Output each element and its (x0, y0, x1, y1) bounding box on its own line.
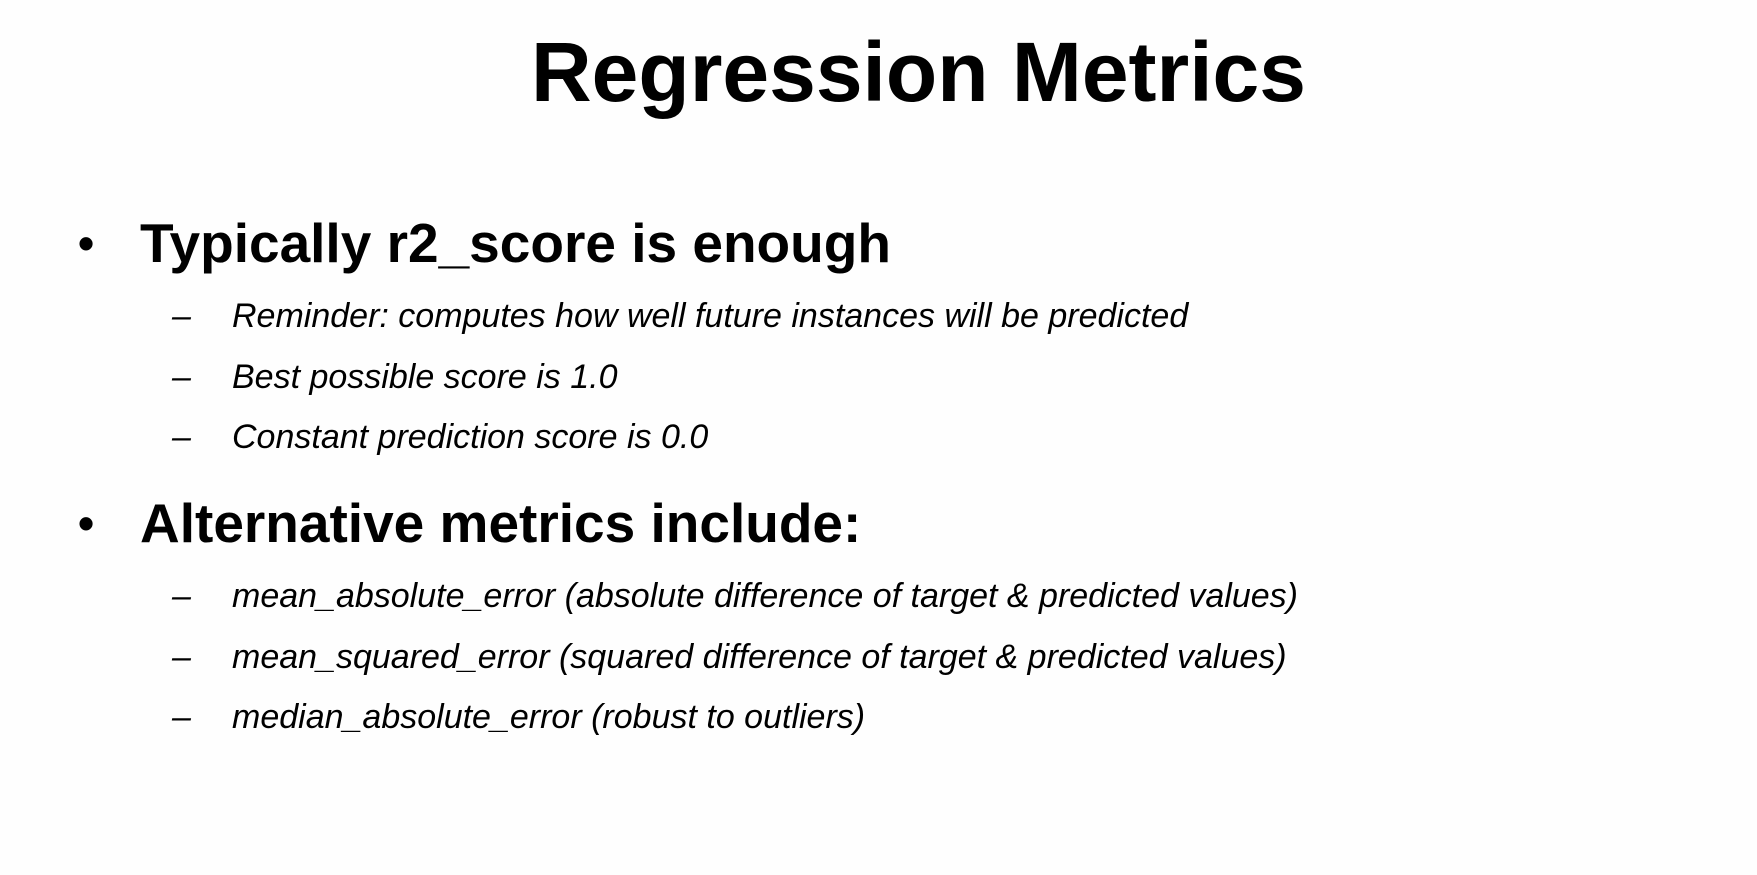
sub-bullet-marker: – (172, 358, 191, 396)
bullet-marker: • (78, 217, 95, 269)
sub-bullet-item: – Best possible score is 1.0 (172, 354, 618, 400)
sub-bullet-marker: – (172, 418, 191, 456)
bullet-text: Typically r2_score is enough (140, 212, 891, 274)
sub-bullet-text: Constant prediction score is 0.0 (232, 418, 709, 456)
sub-bullet-item: – Constant prediction score is 0.0 (172, 414, 708, 460)
sub-bullet-marker: – (172, 577, 191, 615)
sub-bullet-marker: – (172, 638, 191, 676)
sub-bullet-text: mean_absolute_error (absolute difference… (232, 577, 1298, 615)
sub-bullet-text: Reminder: computes how well future insta… (232, 297, 1189, 335)
bullet-item: • Alternative metrics include: (78, 488, 861, 558)
slide-title: Regression Metrics (0, 22, 1757, 122)
sub-bullet-marker: – (172, 297, 191, 335)
slide-title-text: Regression Metrics (531, 25, 1306, 119)
bullet-text: Alternative metrics include: (140, 492, 862, 554)
sub-bullet-text: median_absolute_error (robust to outlier… (232, 698, 866, 736)
sub-bullet-item: – mean_squared_error (squared difference… (172, 634, 1287, 680)
bullet-marker: • (78, 497, 95, 549)
sub-bullet-item: – median_absolute_error (robust to outli… (172, 694, 865, 740)
sub-bullet-marker: – (172, 698, 191, 736)
sub-bullet-item: – mean_absolute_error (absolute differen… (172, 573, 1298, 619)
bullet-item: • Typically r2_score is enough (78, 208, 891, 278)
sub-bullet-text: Best possible score is 1.0 (232, 358, 618, 396)
sub-bullet-item: – Reminder: computes how well future ins… (172, 293, 1188, 339)
sub-bullet-text: mean_squared_error (squared difference o… (232, 638, 1287, 676)
